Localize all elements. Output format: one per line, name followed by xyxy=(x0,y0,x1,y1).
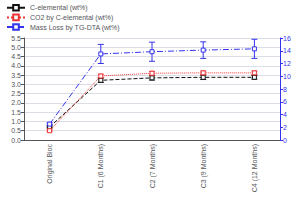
svg-text:2.5: 2.5 xyxy=(11,90,21,97)
svg-text:16: 16 xyxy=(283,35,291,42)
svg-text:C-elemental (wt%): C-elemental (wt%) xyxy=(30,4,88,12)
svg-text:5.5: 5.5 xyxy=(11,35,21,42)
svg-text:1.5: 1.5 xyxy=(11,109,21,116)
svg-text:4.5: 4.5 xyxy=(11,53,21,60)
svg-text:12: 12 xyxy=(283,60,291,67)
svg-text:5.0: 5.0 xyxy=(11,44,21,51)
svg-text:C3 (9 Months): C3 (9 Months) xyxy=(200,144,208,188)
svg-text:Mass Loss by TG-DTA (wt%): Mass Loss by TG-DTA (wt%) xyxy=(30,24,120,32)
svg-text:C2 (7 Months): C2 (7 Months) xyxy=(149,144,157,188)
svg-text:0: 0 xyxy=(283,137,287,144)
svg-text:0.0: 0.0 xyxy=(11,137,21,144)
svg-text:Original Bioc: Original Bioc xyxy=(46,144,54,184)
svg-text:1.0: 1.0 xyxy=(11,118,21,125)
svg-text:2.0: 2.0 xyxy=(11,99,21,106)
svg-text:10: 10 xyxy=(283,73,291,80)
svg-text:3.5: 3.5 xyxy=(11,72,21,79)
svg-text:4.0: 4.0 xyxy=(11,62,21,69)
svg-text:CO2 by C-elemental (wt%): CO2 by C-elemental (wt%) xyxy=(30,14,113,22)
svg-text:6: 6 xyxy=(283,98,287,105)
svg-text:C4 (12 Months): C4 (12 Months) xyxy=(251,144,259,192)
svg-text:4: 4 xyxy=(283,111,287,118)
svg-text:14: 14 xyxy=(283,47,291,54)
svg-text:3.0: 3.0 xyxy=(11,81,21,88)
svg-text:8: 8 xyxy=(283,86,287,93)
svg-text:C1 (6 Months): C1 (6 Months) xyxy=(97,144,105,188)
svg-text:2: 2 xyxy=(283,124,287,131)
svg-text:0.5: 0.5 xyxy=(11,127,21,134)
